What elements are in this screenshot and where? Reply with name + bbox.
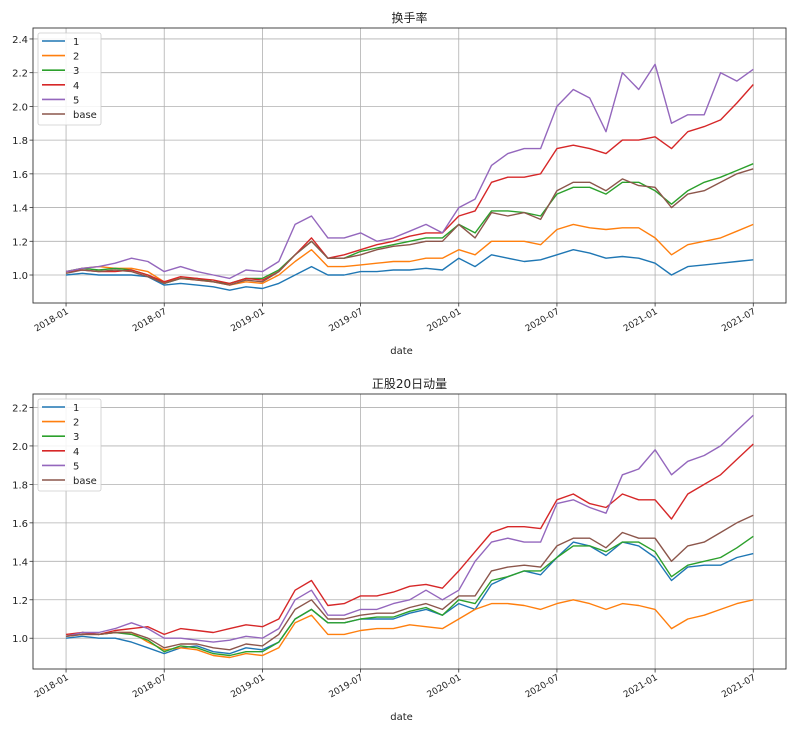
x-axis-label: date xyxy=(390,346,413,357)
x-tick-label: 2020-07 xyxy=(524,307,562,334)
legend-item-3: 3 xyxy=(42,432,79,443)
y-tick-label: 1.2 xyxy=(12,596,28,607)
chart-title: 换手率 xyxy=(391,10,427,25)
y-tick-label: 1.4 xyxy=(12,204,28,215)
series-line-3 xyxy=(65,535,754,657)
y-tick-label: 1.0 xyxy=(12,634,28,645)
series-line-1 xyxy=(66,248,754,291)
y-tick-label: 2.2 xyxy=(12,69,28,80)
x-tick-label: 2020-01 xyxy=(426,673,464,700)
legend-label: 5 xyxy=(73,95,79,106)
y-tick-label: 1.8 xyxy=(12,136,28,147)
x-tick-label: 2018-01 xyxy=(33,307,71,334)
y-tick-label: 1.4 xyxy=(12,557,28,568)
series-line-base xyxy=(65,168,754,286)
y-tick-label: 2.0 xyxy=(12,442,28,453)
legend-item-4: 4 xyxy=(42,447,79,458)
y-tick-label: 1.8 xyxy=(12,480,28,491)
chart-title: 正股20日动量 xyxy=(372,377,447,391)
series-line-1 xyxy=(66,541,754,655)
legend-label: 1 xyxy=(73,37,79,48)
legend-label: base xyxy=(73,110,97,121)
legend-item-5: 5 xyxy=(42,95,79,106)
legend-label: 1 xyxy=(73,403,79,414)
subplot-2: 正股20日动量 1.0 1.2 1.4 1.6 1.8 2.0 2.2 2018-01 2018-… xyxy=(12,377,787,723)
legend-label: 3 xyxy=(73,432,79,443)
x-tick-label: 2019-01 xyxy=(229,673,267,700)
y-tick-label: 2.2 xyxy=(12,403,28,414)
legend-label: base xyxy=(73,476,97,487)
axes-frame xyxy=(32,27,787,304)
series-line-3 xyxy=(65,163,754,285)
legend-item-5: 5 xyxy=(42,461,79,472)
series-line-5 xyxy=(65,63,754,280)
x-tick-label: 2020-01 xyxy=(426,307,464,334)
x-tick-label: 2018-07 xyxy=(131,673,169,700)
legend-label: 4 xyxy=(73,81,79,92)
x-tick-label: 2018-01 xyxy=(33,673,71,700)
legend-label: 5 xyxy=(73,461,79,472)
legend: 1 2 3 4 5 base xyxy=(37,398,102,492)
x-tick-label: 2020-07 xyxy=(524,673,562,700)
legend-item-2: 2 xyxy=(42,418,79,429)
legend-label: 2 xyxy=(73,52,79,63)
x-tick-label: 2019-01 xyxy=(229,307,267,334)
legend: 1 2 3 4 5 base xyxy=(37,32,102,126)
x-tick-label: 2019-07 xyxy=(328,307,366,334)
legend-item-1: 1 xyxy=(42,37,79,48)
legend-item-2: 2 xyxy=(42,52,79,63)
x-tick-label: 2021-07 xyxy=(720,673,758,700)
y-tick-label: 1.2 xyxy=(12,237,28,248)
legend-item-base: base xyxy=(42,476,97,487)
series-line-4 xyxy=(66,84,754,285)
series-line-5 xyxy=(65,414,754,643)
subplot-1: 换手率 1.0 1.2 1.4 1.6 1.8 2.0 2.2 2.4 2018-01 2018-0… xyxy=(12,10,787,357)
legend-label: 3 xyxy=(73,66,79,77)
legend-label: 2 xyxy=(73,418,79,429)
axes-frame xyxy=(32,393,787,670)
series-line-base xyxy=(66,514,754,651)
legend-item-3: 3 xyxy=(42,66,79,77)
y-tick-label: 2.4 xyxy=(12,35,28,46)
y-tick-label: 1.0 xyxy=(12,271,28,282)
x-tick-label: 2021-07 xyxy=(720,307,758,334)
y-tick-label: 1.6 xyxy=(12,519,28,530)
y-tick-label: 1.6 xyxy=(12,170,28,181)
legend-item-4: 4 xyxy=(42,81,79,92)
series-line-2 xyxy=(65,223,754,286)
y-tick-label: 2.0 xyxy=(12,102,28,113)
x-tick-label: 2021-01 xyxy=(622,307,660,334)
x-tick-label: 2018-07 xyxy=(131,307,169,334)
series-line-2 xyxy=(66,599,754,659)
x-tick-label: 2021-01 xyxy=(622,673,660,700)
x-tick-label: 2019-07 xyxy=(328,673,366,700)
x-axis-label: date xyxy=(390,712,413,723)
legend-label: 4 xyxy=(73,447,79,458)
legend-item-1: 1 xyxy=(42,403,79,414)
series-line-4 xyxy=(66,443,754,636)
legend-item-base: base xyxy=(42,110,97,121)
